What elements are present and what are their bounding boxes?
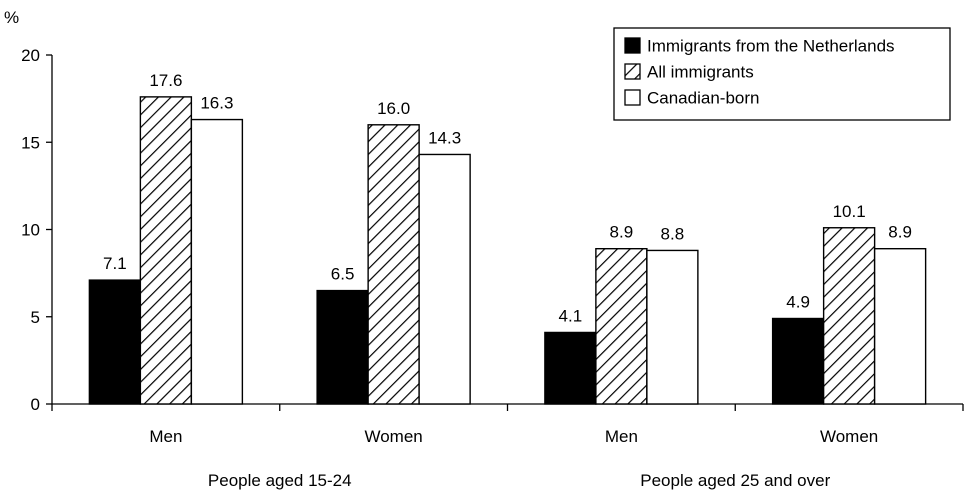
x-category-label-2: Men xyxy=(605,427,638,446)
bar-0-3 xyxy=(771,317,825,405)
legend-swatch-1 xyxy=(624,63,641,80)
data-label-0-3: 4.9 xyxy=(786,292,810,311)
bar-0-1 xyxy=(316,289,369,405)
data-label-0-1: 6.5 xyxy=(331,265,355,284)
y-tick-label-10: 10 xyxy=(21,221,40,240)
bar-2-1 xyxy=(418,153,471,405)
legend-label-0: Immigrants from the Netherlands xyxy=(647,37,895,56)
legend: Immigrants from the Netherlands All immig… xyxy=(613,27,951,121)
data-label-1-1: 16.0 xyxy=(377,99,410,118)
bar-1-2 xyxy=(595,247,648,405)
x-category-label-0: Men xyxy=(149,427,182,446)
data-label-1-2: 8.9 xyxy=(610,223,634,242)
data-label-1-3: 10.1 xyxy=(833,202,866,221)
bar-2-3 xyxy=(873,247,927,405)
legend-swatch-2 xyxy=(624,89,641,106)
bar-0-0 xyxy=(88,279,142,405)
x-category-label-1: Women xyxy=(364,427,422,446)
bar-1-1 xyxy=(367,124,420,405)
group-label-0: People aged 15-24 xyxy=(208,471,352,490)
data-label-0-0: 7.1 xyxy=(103,254,127,273)
legend-swatch-0 xyxy=(624,37,641,54)
data-label-2-3: 8.9 xyxy=(888,223,912,242)
data-label-0-2: 4.1 xyxy=(559,306,583,325)
legend-label-2: Canadian-born xyxy=(647,89,759,108)
x-category-label-3: Women xyxy=(820,427,878,446)
group-label-1: People aged 25 and over xyxy=(640,471,830,490)
y-tick-label-15: 15 xyxy=(21,133,40,152)
y-tick-label-20: 20 xyxy=(21,46,40,65)
data-label-2-2: 8.8 xyxy=(661,224,685,243)
data-label-2-1: 14.3 xyxy=(428,128,461,147)
y-tick-label-0: 0 xyxy=(31,395,40,414)
legend-box xyxy=(613,27,951,121)
bar-1-3 xyxy=(822,227,876,405)
legend-label-1: All immigrants xyxy=(647,63,754,82)
bar-2-0 xyxy=(190,118,244,405)
bar-1-0 xyxy=(139,96,193,405)
y-tick-label-5: 5 xyxy=(31,308,40,327)
data-label-2-0: 16.3 xyxy=(200,94,233,113)
y-axis-label: % xyxy=(4,8,19,27)
data-label-1-0: 17.6 xyxy=(149,71,182,90)
plot-area: 0 5 10 15 20 7.1 17.6 16.3 Men 6.5 16.0 14.3 Women 4.… xyxy=(21,46,964,490)
bar-2-2 xyxy=(646,249,699,405)
bar-0-2 xyxy=(544,331,597,405)
